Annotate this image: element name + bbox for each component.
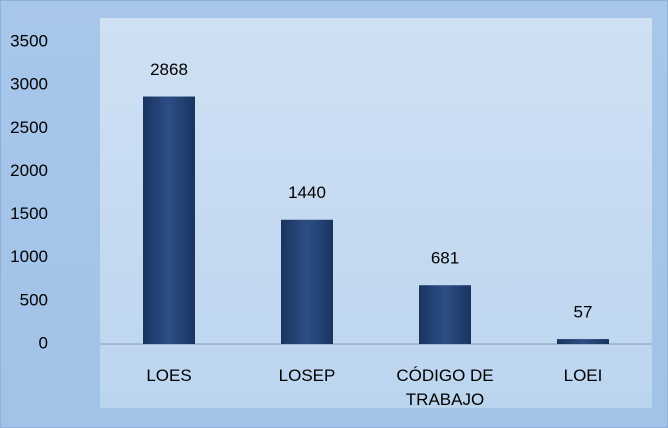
- value-label: 57: [574, 303, 593, 322]
- bar: [557, 339, 609, 344]
- value-label: 2868: [150, 60, 188, 79]
- y-tick-label: 0: [39, 333, 48, 352]
- value-label: 681: [431, 249, 459, 268]
- bar: [143, 96, 195, 345]
- y-tick-label: 2500: [10, 118, 48, 137]
- bar: [419, 285, 471, 344]
- y-tick-label: 1500: [10, 204, 48, 223]
- y-tick-label: 1000: [10, 247, 48, 266]
- x-tick-label: LOES: [146, 366, 192, 385]
- bar: [281, 219, 333, 344]
- x-tick-label: CÓDIGO DE TRABAJO: [396, 366, 494, 409]
- y-tick-label: 2000: [10, 161, 48, 180]
- x-tick-label: LOSEP: [278, 366, 336, 385]
- x-tick-label: LOEI: [563, 366, 603, 385]
- value-label: 1440: [288, 183, 326, 202]
- y-tick-label: 500: [20, 290, 48, 309]
- y-tick-label: 3500: [10, 31, 48, 50]
- y-tick-label: 3000: [10, 75, 48, 94]
